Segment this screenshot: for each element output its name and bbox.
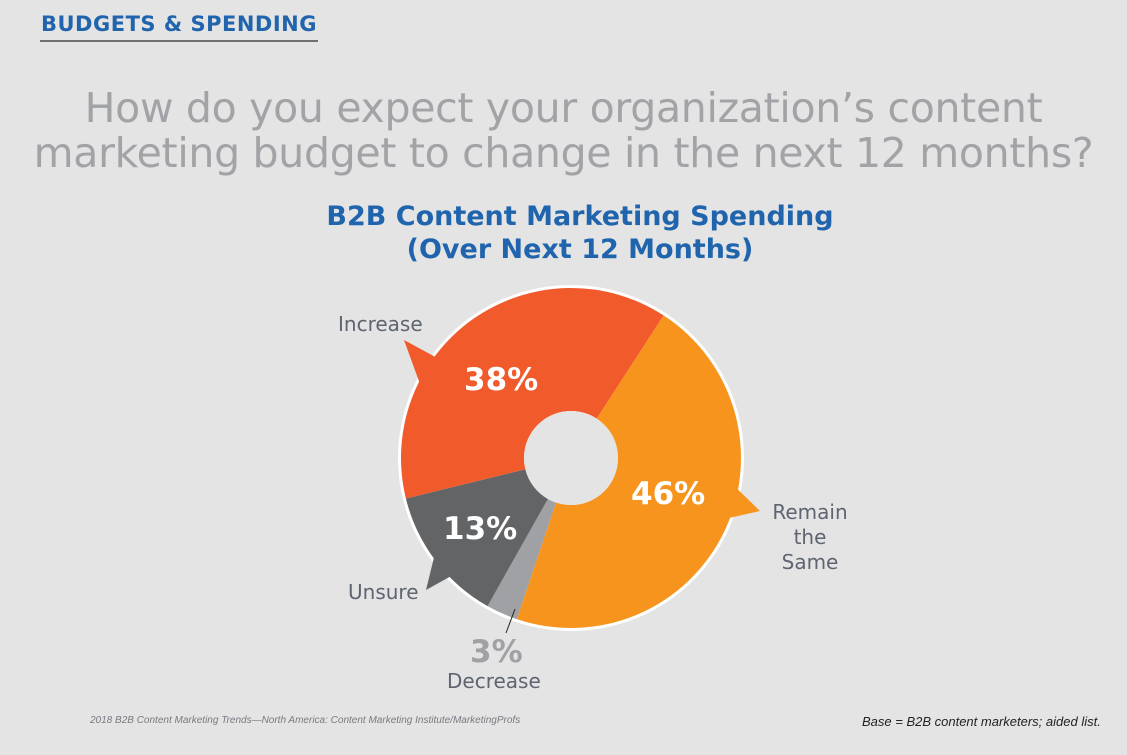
value-label-decrease: 3% <box>470 634 523 670</box>
base-note: Base = B2B content marketers; aided list… <box>862 714 1101 729</box>
label-remain-line-1: Remain <box>772 500 848 524</box>
question-line-1: How do you expect your organization’s co… <box>84 84 1043 132</box>
section-title: BUDGETS & SPENDING <box>41 12 317 36</box>
chart-subtitle: (Over Next 12 Months) <box>406 234 754 265</box>
donut-slice-unsure <box>405 469 548 607</box>
chart-title: B2B Content Marketing Spending <box>326 201 834 232</box>
callout-pointer-remain-the-same <box>720 475 760 520</box>
chart-title-block: B2B Content Marketing Spending (Over Nex… <box>0 200 1127 266</box>
source-note: 2018 B2B Content Marketing Trends—North … <box>90 715 521 726</box>
label-unsure: Unsure <box>348 580 419 604</box>
label-remain-line-2: the Same <box>781 525 839 574</box>
value-label-remain: 46% <box>631 476 706 512</box>
section-divider <box>40 40 318 42</box>
donut-slice-remain-the-same <box>516 315 741 628</box>
callout-pointer-unsure <box>426 545 462 590</box>
donut-slice-increase <box>400 287 664 499</box>
value-label-increase: 38% <box>464 362 539 398</box>
leader-line-decrease <box>505 608 516 634</box>
question-heading: How do you expect your organization’s co… <box>0 86 1127 176</box>
label-decrease: Decrease <box>447 669 541 693</box>
donut-hole <box>524 411 618 505</box>
label-increase: Increase <box>338 312 423 336</box>
callout-pointer-increase <box>404 340 441 384</box>
label-remain-the-same: Remain the Same <box>768 500 852 575</box>
donut-slice-decrease <box>487 498 557 620</box>
question-line-2: marketing budget to change in the next 1… <box>33 129 1094 177</box>
value-label-unsure: 13% <box>443 511 518 547</box>
